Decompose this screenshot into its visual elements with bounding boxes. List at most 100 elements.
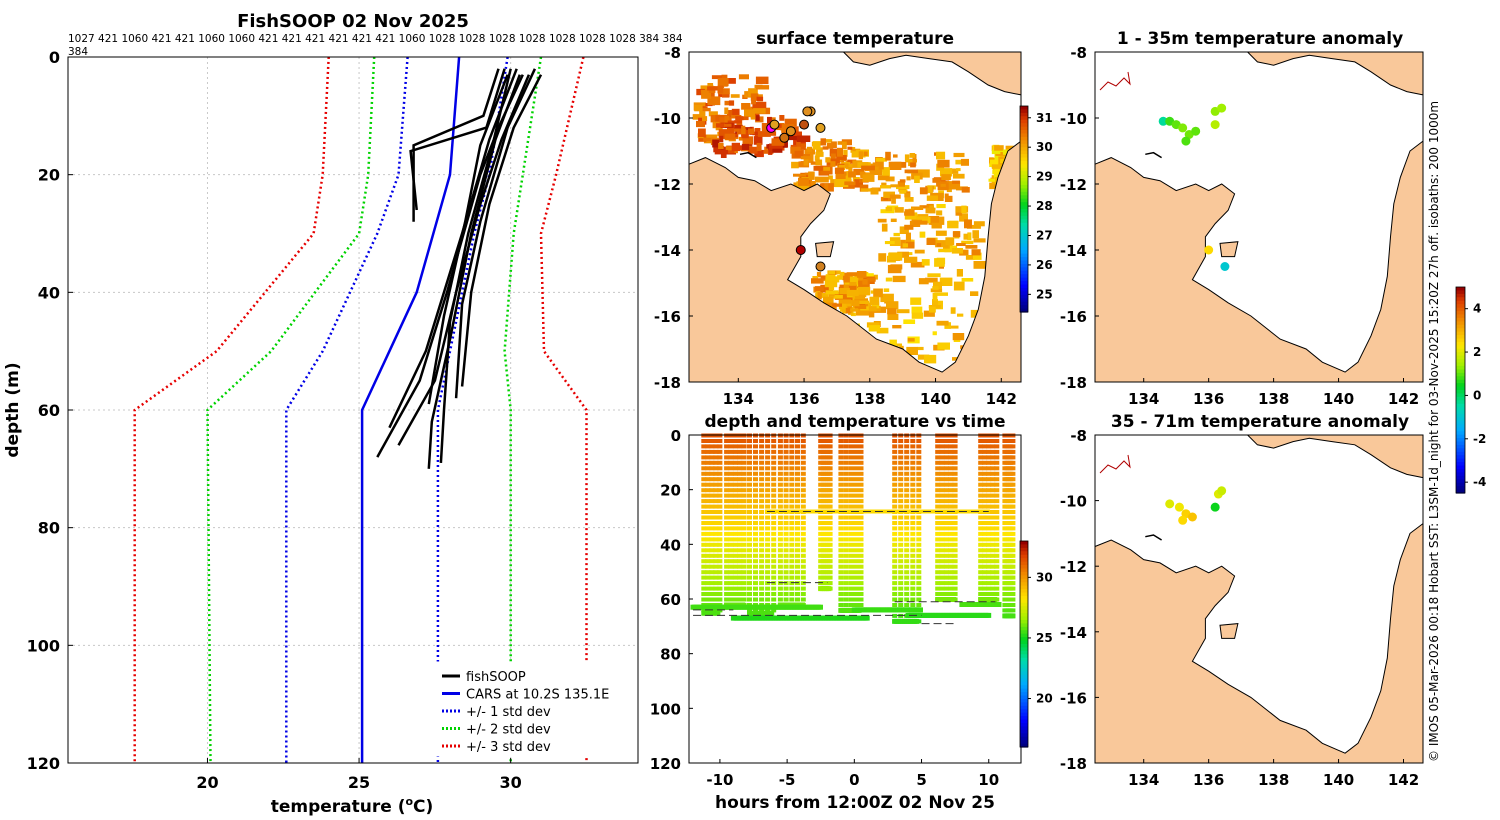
cast-sample	[827, 488, 833, 493]
cast-sample	[747, 537, 752, 542]
cast-sample	[732, 581, 738, 586]
cast-sample	[978, 570, 984, 575]
cast-sample	[795, 575, 800, 580]
cast-sample	[892, 542, 898, 547]
cast-sample	[952, 570, 958, 575]
y-tick-label: 20	[660, 482, 681, 500]
sst-pixel	[767, 116, 772, 124]
cast-sample	[935, 449, 941, 454]
anomaly-point	[1204, 245, 1214, 255]
cast-sample	[717, 559, 723, 564]
colorbar-segment	[1020, 582, 1028, 587]
cast-sample	[724, 592, 730, 596]
colorbar-segment	[1020, 219, 1028, 224]
cast-sample	[789, 526, 795, 531]
cast-sample	[765, 608, 771, 613]
sst-pixel	[944, 243, 952, 253]
sst-pixel	[729, 128, 735, 134]
cast-sample	[892, 526, 898, 531]
cast-sample	[777, 515, 783, 520]
cast-sample	[795, 499, 800, 504]
cast-sample	[990, 471, 996, 476]
cast-sample	[737, 482, 743, 487]
cast-sample	[910, 504, 916, 509]
cast-sample	[747, 510, 752, 514]
cast-sample	[916, 493, 922, 498]
colorbar-tick-label: 31	[1036, 111, 1053, 125]
sst-pixel	[814, 286, 824, 292]
colorbar-segment	[1020, 202, 1028, 207]
cast-sample	[904, 564, 910, 569]
sst-pixel	[724, 100, 730, 106]
sst-pixel	[877, 218, 887, 223]
colorbar-segment	[1456, 465, 1465, 470]
y-tick-label: -18	[1060, 374, 1087, 392]
colorbar-segment	[1020, 267, 1028, 272]
cast-sample	[1010, 493, 1016, 498]
cast-sample	[827, 449, 833, 454]
cast-sample	[904, 586, 910, 591]
sst-pixel	[905, 232, 911, 242]
sst-pixel	[744, 109, 755, 118]
sst-pixel	[861, 162, 869, 166]
cast-sample	[800, 548, 806, 553]
cast-sample	[783, 548, 789, 553]
sst-pixel	[724, 107, 729, 115]
cast-sample	[853, 559, 859, 564]
cast-sample	[910, 564, 916, 569]
cast-sample	[853, 471, 859, 476]
cast-sample	[858, 471, 864, 476]
cast-sample	[765, 477, 771, 482]
cast-sample	[737, 477, 743, 482]
sst-pixel	[816, 271, 822, 278]
y-tick-label: -14	[1060, 242, 1087, 260]
cast-sample	[713, 521, 719, 525]
cast-sample	[701, 526, 707, 531]
cast-sample	[898, 603, 904, 607]
cast-sample	[948, 455, 954, 460]
cast-sample	[910, 444, 916, 449]
cast-sample	[709, 592, 715, 596]
cast-sample	[705, 586, 711, 591]
sst-pixel	[815, 293, 829, 298]
sst-pixel	[847, 159, 857, 164]
cast-sample	[795, 455, 800, 460]
sst-pixel	[713, 146, 721, 153]
cast-sample	[732, 553, 738, 558]
sst-pixel	[828, 270, 836, 275]
cast-sample	[777, 488, 783, 493]
sst-pixel	[835, 171, 848, 180]
colorbar-segment	[1020, 184, 1028, 189]
cast-sample	[1010, 608, 1016, 613]
sst-pixel	[696, 120, 705, 128]
anomaly-top-panel: 1 - 35m temperature anomaly 134 136 138 140…	[1060, 29, 1424, 408]
cast-sample	[943, 570, 949, 575]
cast-sample	[747, 542, 752, 547]
cast-sample	[753, 449, 758, 454]
cast-sample	[858, 603, 864, 607]
cast-sample	[978, 449, 984, 454]
sst-pixel	[771, 146, 783, 153]
cast-sample	[916, 575, 922, 580]
cast-sample	[800, 449, 806, 454]
sst-pixel	[961, 278, 974, 282]
colorbar-segment	[1020, 270, 1028, 275]
cast-sample	[732, 439, 738, 443]
cast-sample	[916, 564, 922, 569]
sst-pixel	[755, 76, 769, 85]
colorbar-segment	[1456, 345, 1465, 350]
sst-pixel	[750, 93, 759, 101]
cast-sample	[783, 477, 789, 482]
cast-sample	[853, 482, 859, 487]
colorbar-tick-label: 29	[1036, 170, 1053, 184]
cast-sample	[741, 570, 747, 575]
sst-pixel	[754, 149, 764, 158]
x-tick-label: 30	[500, 773, 522, 792]
cast-sample	[994, 575, 1000, 580]
cast-sample	[982, 466, 988, 471]
cast-sample	[853, 449, 859, 454]
colorbar-segment	[1456, 475, 1465, 480]
cast-sample	[948, 559, 954, 564]
colorbar-segment	[1020, 112, 1028, 117]
